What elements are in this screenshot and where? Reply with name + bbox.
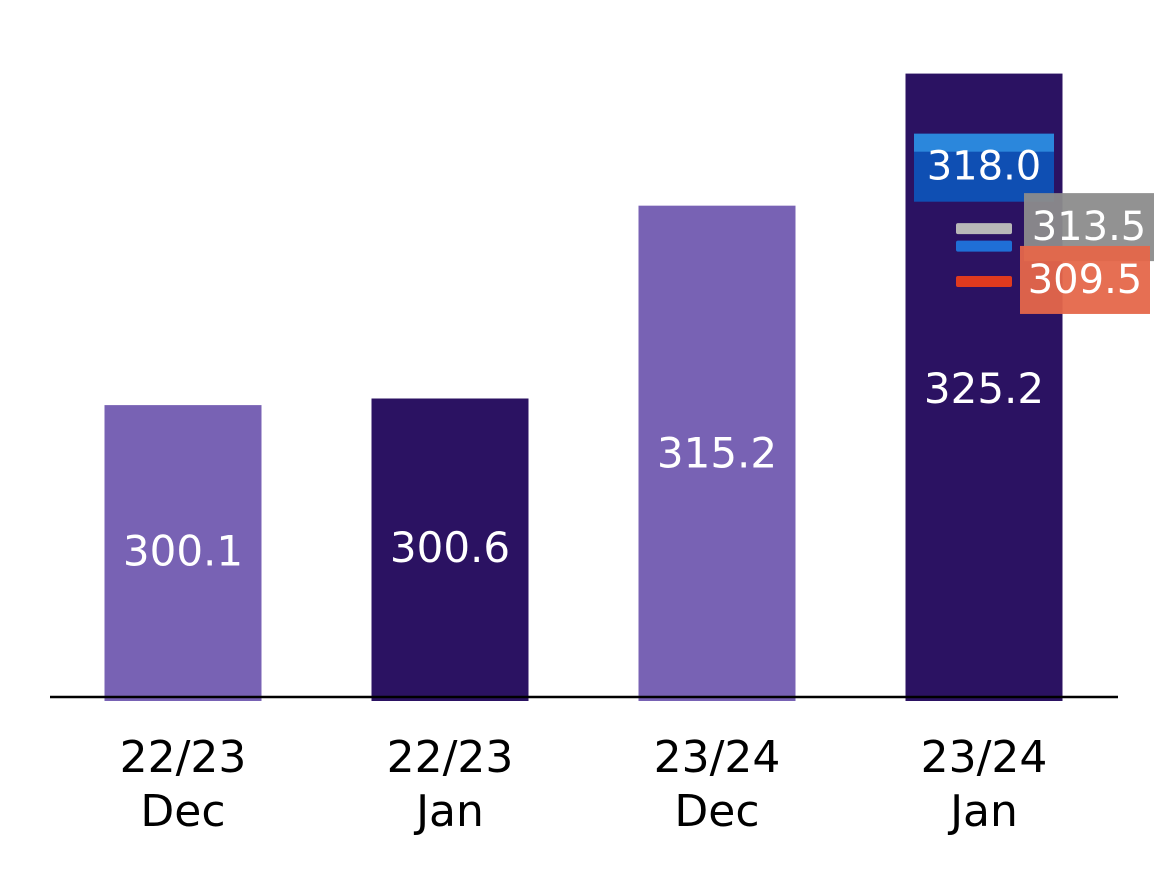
bar-value-label: 300.1: [123, 526, 243, 575]
bar: [104, 405, 262, 701]
x-tick-label: Dec: [674, 786, 759, 837]
marker-line: [956, 223, 1012, 235]
x-tick-label: Jan: [413, 786, 484, 837]
marker-value-label: 309.5: [1028, 257, 1143, 303]
bar-value-label: 325.2: [924, 364, 1044, 413]
bar: [638, 205, 796, 701]
marker-label-box: [1020, 245, 1150, 314]
marker-value-label: 313.5: [1032, 204, 1147, 250]
bar: [371, 398, 529, 701]
x-tick-label: Jan: [947, 786, 1018, 837]
marker-line: [956, 275, 1012, 287]
x-tick-label: 23/24: [654, 732, 781, 783]
x-tick-label: 23/24: [921, 732, 1048, 783]
markers-layer: 318.0 313.5 309.5: [914, 133, 1154, 314]
bar-value-label: 315.2: [657, 429, 777, 478]
x-tick-label: Dec: [140, 786, 225, 837]
x-tick-label: 22/23: [120, 732, 247, 783]
marker-line: [956, 240, 1012, 252]
x-tick-label: 22/23: [387, 732, 514, 783]
marker-value-label: 318.0: [927, 144, 1042, 190]
bar-value-label: 300.6: [390, 523, 510, 572]
marker-label-highlight: [914, 133, 1054, 152]
